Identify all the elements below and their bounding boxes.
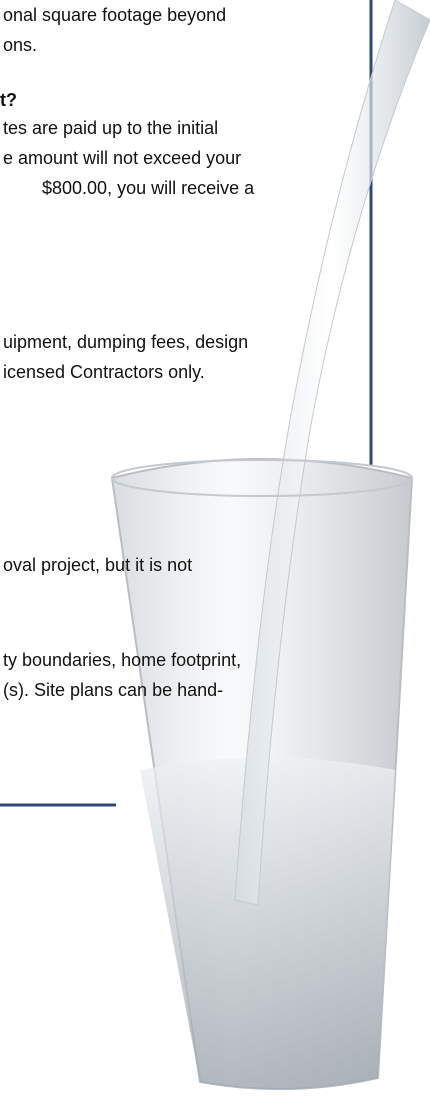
text-line: onal square footage beyond: [3, 4, 226, 26]
text-line: tes are paid up to the initial: [3, 117, 218, 139]
text-line: (s). Site plans can be hand-: [3, 679, 223, 701]
text-line: oval project, but it is not: [3, 554, 192, 576]
text-line: uipment, dumping fees, design: [3, 331, 248, 353]
text-line: $800.00, you will receive a: [42, 177, 254, 199]
page: {"lines": [ "onal square footage beyond"…: [0, 0, 430, 1099]
water: [140, 758, 395, 1090]
heading: t?: [0, 89, 17, 111]
text-line: icensed Contractors only.: [3, 361, 205, 383]
text-line: ty boundaries, home footprint,: [3, 649, 241, 671]
text-line: e amount will not exceed your: [3, 147, 241, 169]
text-line: ons.: [3, 34, 37, 56]
